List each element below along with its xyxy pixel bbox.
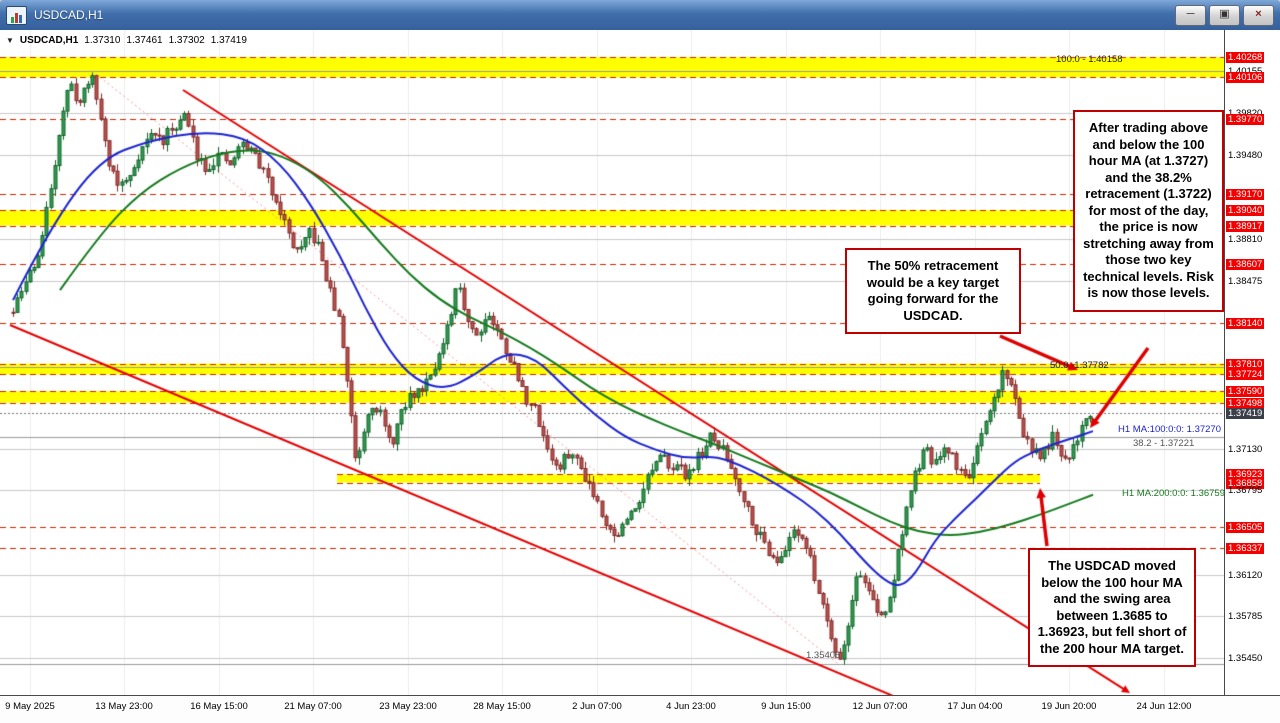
price-label: 1.36337: [1226, 542, 1265, 554]
fib-382-label: 38.2 - 1.37221: [1133, 438, 1195, 449]
price-label: 1.39770: [1226, 114, 1265, 126]
price-chart-canvas[interactable]: [0, 30, 1224, 695]
price-label: 1.38607: [1226, 259, 1265, 271]
annotation-50-retracement: The 50% retracement would be a key targe…: [845, 248, 1021, 334]
price-label: 1.40268: [1226, 52, 1265, 64]
price-label: 1.40155: [1228, 66, 1262, 77]
price-label: 1.39480: [1228, 150, 1263, 162]
time-label: 2 Jun 07:00: [572, 701, 622, 712]
price-label: 1.38140: [1226, 317, 1265, 329]
price-label: 1.37590: [1226, 386, 1265, 398]
ohlc-low: 1.37302: [168, 35, 205, 46]
time-label: 16 May 15:00: [190, 701, 248, 712]
fib-50-label: 50.0 -1.37782: [1050, 360, 1109, 371]
time-label: 24 Jun 12:00: [1136, 701, 1192, 712]
time-label: 13 May 23:00: [95, 701, 153, 712]
ohlc-high: 1.37461: [126, 35, 163, 46]
time-label: 9 May 2025: [5, 701, 55, 712]
time-label: 28 May 15:00: [473, 701, 531, 712]
titlebar[interactable]: USDCAD,H1 ─ ▣ ×: [0, 0, 1280, 30]
price-label: 1.36923: [1226, 469, 1265, 481]
chevron-down-icon[interactable]: ▼: [6, 36, 14, 45]
chart-plot: ▼ USDCAD,H1 1.37310 1.37461 1.37302 1.37…: [0, 30, 1224, 695]
price-label: 1.39040: [1226, 205, 1265, 217]
ohlc-close: 1.37419: [210, 35, 247, 46]
minimize-button[interactable]: ─: [1175, 4, 1206, 26]
window-controls: ─ ▣ ×: [1175, 4, 1274, 26]
price-label: 1.36505: [1226, 521, 1265, 533]
time-label: 17 Jun 04:00: [947, 701, 1003, 712]
price-label: 1.38917: [1226, 220, 1265, 232]
time-label: 12 Jun 07:00: [852, 701, 908, 712]
time-label: 4 Jun 23:00: [666, 701, 716, 712]
price-axis[interactable]: 1.40268 1.401551.40106 1.398201.39770 1.394…: [1224, 30, 1280, 695]
price-label: 1.39170: [1226, 189, 1265, 201]
time-label: 23 May 23:00: [379, 701, 437, 712]
fib-low-label: 1.35406: [806, 650, 841, 661]
close-button[interactable]: ×: [1243, 4, 1274, 26]
price-label: 1.37810: [1226, 358, 1265, 370]
price-label: 1.37498: [1226, 397, 1265, 409]
price-label: 1.37130: [1228, 443, 1263, 455]
price-label: 1.38810: [1228, 233, 1263, 245]
price-label: 1.38475: [1228, 275, 1263, 287]
annotation-swing-area: The USDCAD moved below the 100 hour MA a…: [1028, 548, 1196, 667]
price-label: 1.36120: [1228, 569, 1263, 581]
ohlc-symbol: USDCAD,H1: [19, 35, 79, 46]
time-axis[interactable]: 9 May 2025 13 May 23:00 16 May 15:00 21 May…: [0, 695, 1280, 723]
ma100-label: H1 MA:100:0:0: 1.37270: [1118, 424, 1221, 435]
ohlc-readout: ▼ USDCAD,H1 1.37310 1.37461 1.37302 1.37…: [6, 35, 247, 46]
window-title: USDCAD,H1: [34, 8, 104, 22]
price-label: 1.37419: [1226, 407, 1265, 419]
ma200-label: H1 MA:200:0:0: 1.36759: [1122, 488, 1224, 499]
price-label: 1.35785: [1228, 611, 1263, 623]
fib-100-label: 100.0 - 1.40158: [1056, 54, 1123, 65]
price-label: 1.36858: [1226, 477, 1265, 489]
time-label: 9 Jun 15:00: [761, 701, 811, 712]
chart-app-icon: [6, 5, 27, 25]
price-label: 1.36795: [1228, 485, 1263, 497]
price-label: 1.39820: [1228, 108, 1262, 119]
annotation-ma-risk: After trading above and below the 100 ho…: [1073, 110, 1224, 312]
price-label: 1.40106: [1226, 72, 1265, 84]
time-label: 21 May 07:00: [284, 701, 342, 712]
restore-button[interactable]: ▣: [1209, 4, 1240, 26]
price-label: 1.35450: [1228, 653, 1263, 665]
time-label: 19 Jun 20:00: [1041, 701, 1097, 712]
ohlc-open: 1.37310: [84, 35, 121, 46]
price-label: 1.37724: [1226, 369, 1265, 381]
